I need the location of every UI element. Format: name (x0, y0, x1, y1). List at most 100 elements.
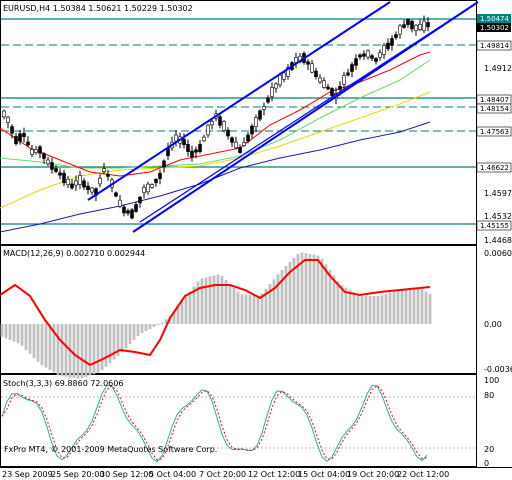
macd-histogram-bar (128, 324, 132, 344)
macd-histogram-bar (76, 324, 80, 379)
macd-histogram-bar (328, 270, 332, 324)
price-axis: 1.49120 1.45970 1.45325 1.44680 (484, 64, 512, 245)
candle-body (210, 121, 214, 126)
candle-body (106, 173, 110, 177)
macd-histogram-bar (8, 324, 12, 340)
macd-histogram-bar (116, 324, 120, 356)
candle-body (90, 187, 94, 193)
macd-histogram-bar (156, 324, 160, 325)
macd-histogram-bar (272, 279, 276, 324)
candle-body (114, 192, 118, 197)
candle-body (2, 110, 6, 118)
price-level-tag: 1.50474 (480, 15, 509, 23)
macd-histogram-bar (396, 289, 400, 324)
macd-histogram-bar (412, 288, 416, 324)
candle-body (118, 199, 122, 207)
candle-body (18, 133, 22, 142)
macd-histogram-bar (224, 280, 228, 324)
candle-body (322, 80, 326, 88)
candle-body (246, 134, 250, 142)
candle-body (14, 136, 18, 144)
candle-body (158, 172, 162, 179)
macd-histogram-bar (132, 324, 136, 340)
macd-histogram-bar (200, 278, 204, 324)
candle-body (222, 121, 226, 131)
candle-body (362, 53, 366, 57)
candle-body (66, 178, 70, 185)
candle-body (270, 87, 274, 98)
macd-histogram-bar (316, 255, 320, 324)
main-price-panel (0, 0, 477, 245)
candle-body (390, 38, 394, 46)
candle-body (394, 34, 398, 38)
macd-histogram-bar (84, 324, 88, 377)
macd-tick-zero: 0.00 (484, 320, 502, 329)
macd-histogram-bar (296, 254, 300, 324)
candle-body (326, 86, 330, 90)
macd-histogram-bar (4, 324, 8, 339)
macd-histogram-bar (160, 322, 164, 324)
time-label: 25 Sep 20:00 (51, 470, 104, 479)
macd-histogram-bar (372, 296, 376, 324)
macd-histogram-bar (20, 324, 24, 346)
macd-histogram-bar (28, 324, 32, 354)
price-level-tag: 1.48407 (480, 96, 509, 104)
candle-body (230, 137, 234, 143)
candle-body (218, 116, 222, 126)
time-label: 15 Oct 04:00 (298, 470, 350, 479)
macd-histogram-bar (16, 324, 20, 344)
candle-body (266, 97, 270, 103)
macd-histogram-bar (0, 324, 4, 337)
candle-body (30, 149, 34, 156)
macd-histogram-bar (408, 288, 412, 324)
candle-body (262, 106, 266, 110)
candle-body (50, 162, 54, 170)
macd-histogram-bar (360, 296, 364, 324)
macd-histogram-bar (428, 294, 432, 324)
candle-body (314, 70, 318, 78)
candle-body (70, 183, 74, 189)
price-level-tag: 1.48154 (480, 105, 509, 113)
candle-body (402, 24, 406, 28)
macd-histogram-bar (304, 253, 308, 324)
candle-body (234, 141, 238, 149)
candle-body (358, 54, 362, 58)
macd-histogram-bar (376, 296, 380, 324)
candle-body (382, 45, 386, 55)
stoch-signal-line (1, 385, 428, 461)
candle-body (182, 138, 186, 145)
current-price-tag (477, 23, 511, 32)
candle-body (306, 61, 310, 65)
channel-upper-line (87, 1, 391, 201)
candle-body (378, 52, 382, 58)
candle-body (422, 20, 426, 32)
macd-signal-line (0, 259, 431, 367)
candle-body (54, 168, 58, 172)
moving-average-line (0, 51, 431, 177)
candle-body (190, 150, 194, 158)
macd-histogram-bar (196, 281, 200, 324)
time-label: 23 Sep 2009 (2, 470, 53, 479)
candle-body (258, 110, 262, 120)
candle-body (62, 172, 66, 184)
macd-histogram-bar (144, 324, 148, 331)
candle-body (142, 186, 146, 194)
macd-histogram-bar (88, 324, 92, 376)
candle-body (406, 19, 410, 25)
candle-body (410, 20, 414, 30)
macd-histogram-bar (256, 295, 260, 324)
macd-histogram-bar (24, 324, 28, 350)
price-level-tag: 1.45155 (480, 222, 509, 230)
macd-histogram-bar (348, 290, 352, 324)
candle-body (238, 147, 242, 153)
macd-histogram-bar (100, 324, 104, 371)
time-label: 7 Oct 20:00 (199, 470, 246, 479)
candle-body (194, 149, 198, 153)
macd-histogram-bar (120, 324, 124, 352)
macd-histogram-bar (364, 296, 368, 324)
macd-histogram-bar (172, 311, 176, 324)
macd-histogram-bar (48, 324, 52, 370)
candle-body (130, 209, 134, 219)
candle-body (318, 77, 322, 83)
copyright-footer: FxPro MT4, © 2001-2009 MetaQuotes Softwa… (4, 445, 217, 454)
